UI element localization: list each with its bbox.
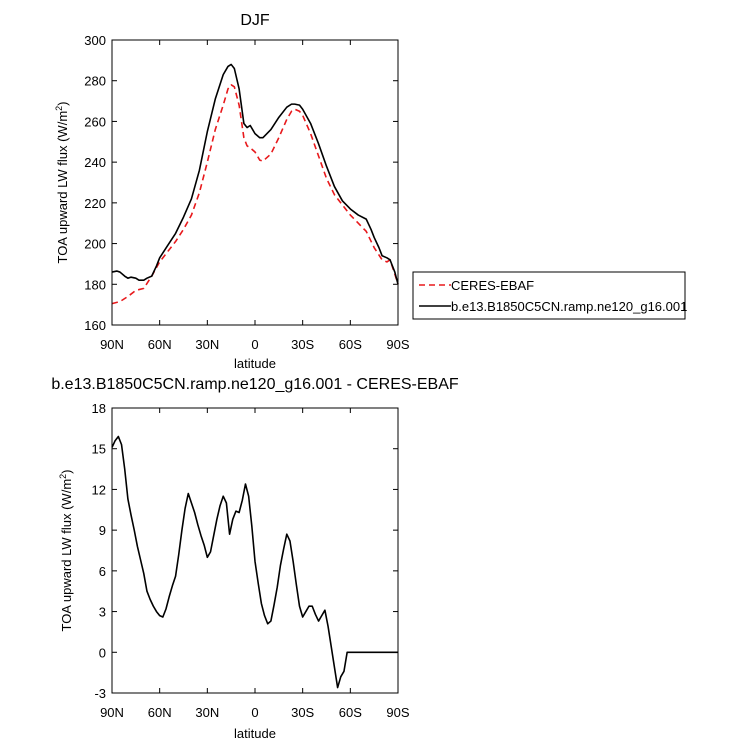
y-tick-label: 180 bbox=[84, 277, 106, 292]
top-plot-frame bbox=[111, 39, 399, 326]
x-tick-label: 60N bbox=[148, 705, 172, 720]
bottom-y-axis-label: TOA upward LW flux (W/m2) bbox=[58, 469, 74, 631]
top-axes-ticks: 160 180 200 220 240 260 280 300 90N 60N 30N 0 30S 60S… bbox=[84, 33, 410, 352]
top-series-group bbox=[111, 63, 399, 305]
y-tick-label: 240 bbox=[84, 155, 106, 170]
bottom-y-axis-label-sup: 2 bbox=[58, 474, 68, 479]
x-tick-label: 90S bbox=[386, 705, 409, 720]
bottom-y-axis-label-close: ) bbox=[59, 469, 74, 473]
y-tick-label: 160 bbox=[84, 318, 106, 333]
top-x-axis-label: latitude bbox=[234, 356, 276, 371]
bottom-series-group bbox=[111, 435, 398, 689]
x-tick-label: 60N bbox=[148, 337, 172, 352]
y-tick-label: 260 bbox=[84, 114, 106, 129]
series-line-0-1 bbox=[111, 63, 399, 285]
y-tick-label: 300 bbox=[84, 33, 106, 48]
x-tick-label: 60S bbox=[339, 337, 362, 352]
y-tick-label: 9 bbox=[99, 523, 106, 538]
y-tick-label: 280 bbox=[84, 74, 106, 89]
y-tick-label: 15 bbox=[92, 442, 106, 457]
x-tick-label: 60S bbox=[339, 705, 362, 720]
y-tick-label: 18 bbox=[92, 401, 106, 416]
y-tick-label: 200 bbox=[84, 237, 106, 252]
legend: CERES-EBAF b.e13.B1850C5CN.ramp.ne120_g1… bbox=[412, 271, 687, 320]
y-tick-label: 220 bbox=[84, 196, 106, 211]
panel-top-djf: DJF 160 180 200 220 240 260 280 300 90N 60N 30N 0 30… bbox=[54, 12, 410, 371]
x-tick-label: 30N bbox=[195, 337, 219, 352]
top-y-axis-label-close: ) bbox=[55, 101, 70, 105]
panel-bottom-difference: b.e13.B1850C5CN.ramp.ne120_g16.001 - CER… bbox=[51, 376, 459, 741]
series-line-1-0 bbox=[111, 435, 398, 689]
bottom-x-axis-label: latitude bbox=[234, 726, 276, 741]
x-tick-label: 90N bbox=[100, 705, 124, 720]
legend-label-model: b.e13.B1850C5CN.ramp.ne120_g16.001 bbox=[451, 299, 687, 314]
x-tick-label: 90S bbox=[386, 337, 409, 352]
top-y-axis-label-sup: 2 bbox=[54, 106, 64, 111]
y-tick-label: 6 bbox=[99, 564, 106, 579]
bottom-chart-title: b.e13.B1850C5CN.ramp.ne120_g16.001 - CER… bbox=[51, 376, 459, 393]
legend-label-ceres: CERES-EBAF bbox=[451, 278, 534, 293]
top-y-axis-label-main: TOA upward LW flux (W/m bbox=[55, 111, 70, 264]
x-tick-label: 30S bbox=[291, 705, 314, 720]
top-chart-title: DJF bbox=[240, 12, 270, 29]
bottom-plot-frame bbox=[111, 407, 399, 694]
x-tick-label: 30S bbox=[291, 337, 314, 352]
y-tick-label: 0 bbox=[99, 645, 106, 660]
x-tick-label: 90N bbox=[100, 337, 124, 352]
top-y-axis-label: TOA upward LW flux (W/m2) bbox=[54, 101, 70, 263]
y-tick-label: 12 bbox=[92, 482, 106, 497]
x-tick-label: 30N bbox=[195, 705, 219, 720]
y-tick-label: -3 bbox=[94, 686, 106, 701]
x-tick-label: 0 bbox=[251, 337, 258, 352]
y-tick-label: 3 bbox=[99, 605, 106, 620]
bottom-y-axis-label-main: TOA upward LW flux (W/m bbox=[59, 479, 74, 632]
x-tick-label: 0 bbox=[251, 705, 258, 720]
legend-box bbox=[412, 271, 686, 320]
bottom-axes-ticks: -3 0 3 6 9 12 15 18 90N 60N 30N 0 30S 60S 90S bbox=[92, 401, 410, 720]
